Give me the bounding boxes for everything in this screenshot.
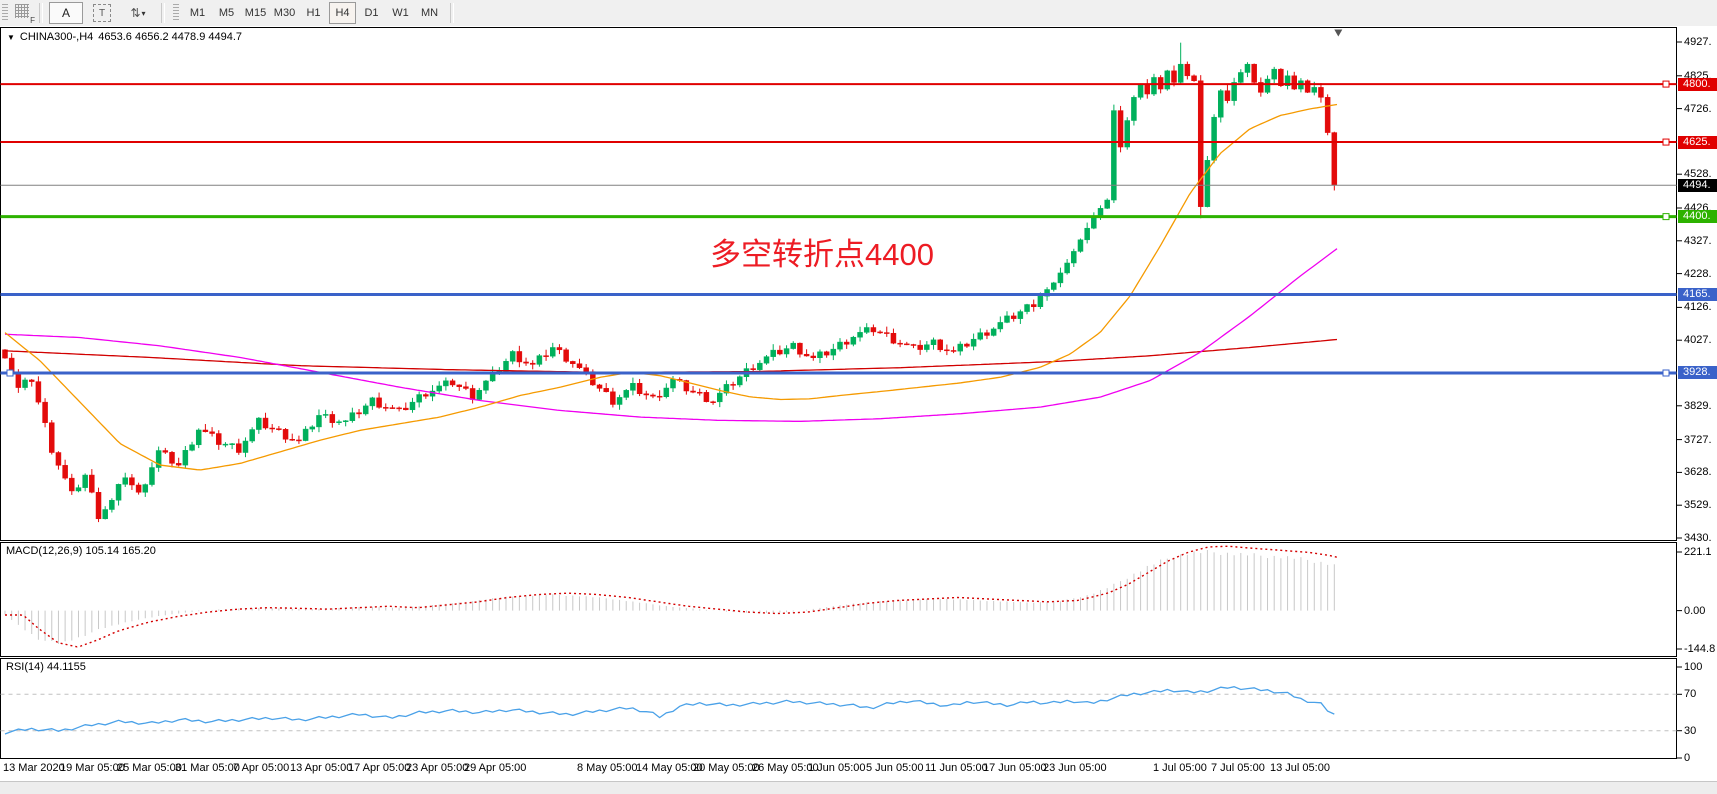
price-badge-3928: 3928. bbox=[1678, 366, 1717, 380]
price-tick-label: 3829. bbox=[1684, 399, 1712, 412]
macd-signal-line bbox=[5, 545, 1338, 648]
ma-fast-orange bbox=[4, 103, 1338, 471]
price-tick-label: 4726. bbox=[1684, 102, 1712, 115]
rsi-tick-label: 70 bbox=[1684, 688, 1697, 701]
price-badge-4494: 4494. bbox=[1678, 178, 1717, 192]
timeframe-button-h1[interactable]: H1 bbox=[306, 7, 321, 19]
date-label: 13 Mar 2020 bbox=[3, 762, 65, 774]
chart-canvas[interactable] bbox=[0, 26, 1717, 794]
rsi-tick-label: 0 bbox=[1684, 752, 1691, 764]
timeframe-button-w1[interactable]: W1 bbox=[392, 7, 409, 19]
timeframe-button-d1[interactable]: D1 bbox=[364, 7, 379, 19]
chart-window: ▼ CHINA300-,H4 4653.6 4656.2 4478.9 4494… bbox=[0, 26, 1717, 794]
date-label: 17 Jun 05:00 bbox=[983, 762, 1047, 774]
date-label: 8 May 05:00 bbox=[577, 762, 638, 774]
chart-symbol-title: CHINA300-,H4 bbox=[19, 31, 94, 43]
price-tick-label: 4027. bbox=[1684, 334, 1712, 347]
timeframe-button-m1[interactable]: M1 bbox=[189, 7, 206, 19]
toolbar-separator bbox=[161, 3, 165, 23]
chart-ohlc-values: 4653.6 4656.2 4478.9 4494.7 bbox=[98, 31, 243, 43]
price-tick-label: 3727. bbox=[1684, 433, 1712, 446]
main-chart-panel[interactable] bbox=[0, 27, 1677, 541]
date-label: 13 Apr 05:00 bbox=[290, 762, 353, 774]
timeframe-button-mn[interactable]: MN bbox=[420, 7, 439, 19]
price-tick-label: 4228. bbox=[1684, 267, 1712, 280]
candlestick-series bbox=[2, 42, 1338, 523]
hline-handle-4800[interactable] bbox=[1662, 80, 1670, 88]
text-box-button[interactable]: T bbox=[85, 2, 119, 24]
text-label-button[interactable]: A bbox=[49, 2, 83, 24]
price-tick-label: 3628. bbox=[1684, 466, 1712, 479]
macd-tick-label: 221.1 bbox=[1684, 546, 1712, 558]
timeframe-button-m15[interactable]: M15 bbox=[244, 7, 267, 19]
date-label: 26 May 05:00 bbox=[752, 762, 819, 774]
toolbar-drag-handle[interactable] bbox=[2, 4, 8, 22]
chart-shift-marker bbox=[1334, 29, 1343, 37]
price-tick-label: 4327. bbox=[1684, 234, 1712, 247]
macd-indicator-label: MACD(12,26,9) 105.14 165.20 bbox=[6, 545, 156, 557]
date-label: 1 Jun 05:00 bbox=[808, 762, 866, 774]
chart-title-row: ▼ CHINA300-,H4 4653.6 4656.2 4478.9 4494… bbox=[7, 31, 242, 43]
grid-f-icon[interactable]: F bbox=[15, 4, 35, 25]
rsi-tick-label: 100 bbox=[1684, 661, 1703, 673]
timeframe-button-h4[interactable]: H4 bbox=[329, 2, 356, 24]
rsi-line bbox=[4, 686, 1335, 735]
price-badge-4625: 4625. bbox=[1678, 135, 1717, 149]
text-box-icon: T bbox=[93, 4, 111, 22]
price-tick-label: 4927. bbox=[1684, 36, 1712, 48]
timeframe-button-m5[interactable]: M5 bbox=[218, 7, 235, 19]
toolbar-drag-handle[interactable] bbox=[173, 4, 179, 22]
macd-tick-label: -144.8 bbox=[1684, 643, 1716, 655]
date-label: 25 Mar 05:00 bbox=[117, 762, 182, 774]
ma-slow-red bbox=[4, 338, 1338, 373]
collapse-chart-icon[interactable]: ▼ bbox=[7, 32, 15, 42]
status-bar bbox=[0, 781, 1717, 794]
macd-tick-label: 0.00 bbox=[1684, 604, 1706, 617]
hline-handle-4625[interactable] bbox=[1662, 138, 1670, 146]
hline-handle-3928[interactable] bbox=[1662, 369, 1670, 377]
price-badge-4165: 4165. bbox=[1678, 287, 1717, 301]
rsi-panel[interactable] bbox=[0, 658, 1677, 759]
price-tick-label: 3529. bbox=[1684, 499, 1712, 512]
ma-medium-magenta bbox=[4, 248, 1338, 422]
date-label: 23 Jun 05:00 bbox=[1043, 762, 1107, 774]
hline-handle-4400[interactable] bbox=[1662, 213, 1670, 221]
arrows-button[interactable]: ⇅ ▾ bbox=[121, 2, 155, 24]
chevron-down-icon: ▾ bbox=[141, 8, 146, 18]
date-label: 7 Apr 05:00 bbox=[233, 762, 290, 774]
date-label: 23 Apr 05:00 bbox=[406, 762, 469, 774]
date-label: 7 Jul 05:00 bbox=[1211, 762, 1265, 774]
arrows-icon: ⇅ bbox=[130, 6, 140, 20]
rsi-tick-label: 30 bbox=[1684, 724, 1697, 737]
macd-panel[interactable] bbox=[0, 542, 1677, 657]
date-label: 19 Mar 05:00 bbox=[60, 762, 125, 774]
date-label: 5 Jun 05:00 bbox=[866, 762, 924, 774]
date-label: 11 Jun 05:00 bbox=[925, 762, 988, 774]
price-tick-label: 4528. bbox=[1684, 168, 1712, 181]
timeframe-button-m30[interactable]: M30 bbox=[273, 7, 296, 19]
price-badge-4800: 4800. bbox=[1678, 77, 1717, 91]
price-badge-4400: 4400. bbox=[1678, 210, 1717, 224]
date-label: 17 Apr 05:00 bbox=[348, 762, 411, 774]
chart-annotation-text[interactable]: 多空转折点4400 bbox=[710, 237, 934, 272]
toolbar-separator bbox=[450, 3, 454, 23]
toolbar-separator bbox=[39, 3, 43, 23]
date-label: 1 Jul 05:00 bbox=[1153, 762, 1207, 774]
date-label: 14 May 05:00 bbox=[636, 762, 703, 774]
timeframe-button-group: M1 M5 M15 M30 H1 H4 D1 W1 MN bbox=[183, 2, 444, 24]
date-label: 20 May 05:00 bbox=[693, 762, 760, 774]
date-label: 31 Mar 05:00 bbox=[175, 762, 240, 774]
date-label: 29 Apr 05:00 bbox=[464, 762, 527, 774]
date-label: 13 Jul 05:00 bbox=[1270, 762, 1330, 774]
rsi-indicator-label: RSI(14) 44.1155 bbox=[6, 661, 86, 673]
price-tick-label: 3430. bbox=[1684, 532, 1712, 544]
hline-handle-3928[interactable] bbox=[6, 369, 14, 377]
price-tick-label: 4126. bbox=[1684, 301, 1712, 314]
macd-histogram bbox=[4, 550, 1335, 644]
toolbar: F A T ⇅ ▾ M1 M5 M15 M30 H1 H4 D1 W1 MN bbox=[0, 0, 1717, 27]
